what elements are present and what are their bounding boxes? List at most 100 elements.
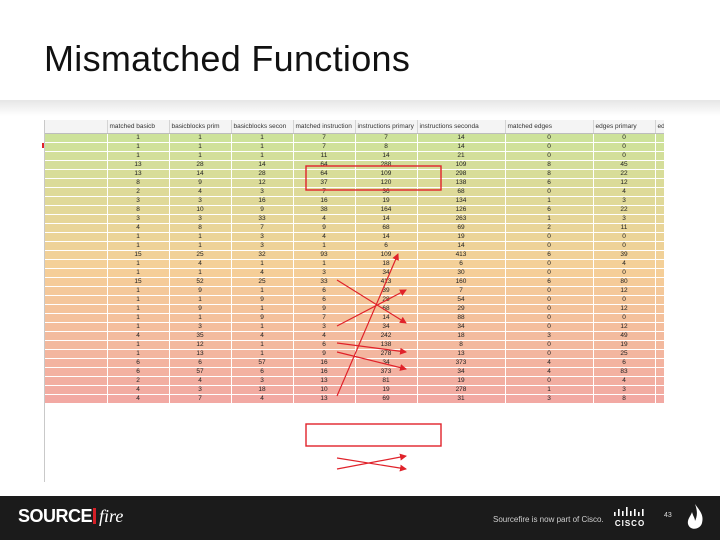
table-cell[interactable]: 0 bbox=[505, 349, 594, 359]
table-cell[interactable]: 9 bbox=[169, 286, 232, 296]
table-cell[interactable]: 1 bbox=[231, 322, 294, 332]
table-cell[interactable]: 12 bbox=[655, 295, 664, 305]
table-cell[interactable]: 22 bbox=[655, 160, 664, 170]
table-cell[interactable]: 0 bbox=[593, 142, 656, 152]
row-gutter-cell[interactable] bbox=[45, 268, 108, 278]
table-cell[interactable]: 7 bbox=[293, 313, 356, 323]
table-cell[interactable]: 0 bbox=[655, 286, 664, 296]
table-cell[interactable]: 4 bbox=[505, 367, 594, 377]
table-cell[interactable]: 33 bbox=[293, 277, 356, 287]
table-cell[interactable]: 8 bbox=[355, 142, 418, 152]
table-cell[interactable]: 8 bbox=[107, 205, 170, 215]
table-cell[interactable]: 6 bbox=[107, 358, 170, 368]
table-cell[interactable]: 57 bbox=[231, 358, 294, 368]
table-cell[interactable]: 6 bbox=[293, 340, 356, 350]
table-cell[interactable]: 0 bbox=[505, 304, 594, 314]
table-cell[interactable]: 68 bbox=[355, 223, 418, 233]
column-header[interactable]: instructions primary bbox=[355, 120, 418, 134]
table-cell[interactable]: 4 bbox=[505, 358, 594, 368]
table-cell[interactable]: 7 bbox=[355, 133, 418, 143]
table-cell[interactable]: 1 bbox=[107, 133, 170, 143]
table-cell[interactable]: 1 bbox=[231, 286, 294, 296]
table-cell[interactable]: 13 bbox=[293, 376, 356, 386]
table-cell[interactable]: 80 bbox=[593, 277, 656, 287]
table-cell[interactable]: 30 bbox=[417, 268, 506, 278]
table-cell[interactable]: 6 bbox=[169, 358, 232, 368]
table-cell[interactable]: 1 bbox=[231, 340, 294, 350]
row-gutter-cell[interactable] bbox=[45, 277, 108, 287]
table-cell[interactable]: 160 bbox=[417, 277, 506, 287]
table-cell[interactable]: 1 bbox=[107, 295, 170, 305]
table-cell[interactable]: 1 bbox=[169, 232, 232, 242]
table-cell[interactable]: 12 bbox=[593, 304, 656, 314]
table-cell[interactable]: 9 bbox=[169, 178, 232, 188]
table-cell[interactable]: 38 bbox=[293, 205, 356, 215]
table-cell[interactable]: 4 bbox=[107, 394, 170, 404]
table-cell[interactable]: 0 bbox=[505, 142, 594, 152]
table-cell[interactable]: 39 bbox=[655, 277, 664, 287]
table-cell[interactable]: 7 bbox=[231, 223, 294, 233]
table-cell[interactable]: 6 bbox=[417, 259, 506, 269]
table-cell[interactable]: 1 bbox=[107, 313, 170, 323]
row-gutter-cell[interactable] bbox=[45, 232, 108, 242]
table-cell[interactable]: 37 bbox=[293, 178, 356, 188]
table-cell[interactable]: 6 bbox=[593, 358, 656, 368]
table-cell[interactable]: 29 bbox=[417, 304, 506, 314]
table-cell[interactable]: 3 bbox=[169, 385, 232, 395]
table-cell[interactable]: 0 bbox=[593, 151, 656, 161]
table-cell[interactable]: 0 bbox=[593, 295, 656, 305]
row-gutter-cell[interactable] bbox=[45, 349, 108, 359]
table-cell[interactable]: 1 bbox=[231, 133, 294, 143]
table-cell[interactable]: 64 bbox=[293, 169, 356, 179]
table-cell[interactable]: 0 bbox=[505, 232, 594, 242]
table-cell[interactable]: 15 bbox=[107, 277, 170, 287]
table-cell[interactable]: 6 bbox=[355, 241, 418, 251]
table-cell[interactable]: 14 bbox=[355, 151, 418, 161]
table-cell[interactable]: 1 bbox=[169, 133, 232, 143]
table-cell[interactable]: 88 bbox=[417, 313, 506, 323]
column-header[interactable]: edges primary bbox=[593, 120, 656, 134]
table-cell[interactable]: 0 bbox=[655, 259, 664, 269]
table-cell[interactable]: 6 bbox=[505, 277, 594, 287]
table-cell[interactable]: 1 bbox=[107, 268, 170, 278]
table-cell[interactable]: 1 bbox=[169, 142, 232, 152]
table-cell[interactable]: 1 bbox=[107, 322, 170, 332]
table-cell[interactable]: 1 bbox=[169, 151, 232, 161]
table-cell[interactable]: 4 bbox=[169, 376, 232, 386]
table-cell[interactable]: 0 bbox=[655, 133, 664, 143]
table-cell[interactable]: 4 bbox=[293, 214, 356, 224]
table-cell[interactable]: 138 bbox=[355, 340, 418, 350]
table-cell[interactable]: 8 bbox=[505, 169, 594, 179]
row-gutter-cell[interactable] bbox=[45, 250, 108, 260]
table-cell[interactable]: 8 bbox=[655, 223, 664, 233]
table-cell[interactable]: 14 bbox=[417, 133, 506, 143]
table-cell[interactable]: 36 bbox=[355, 187, 418, 197]
table-cell[interactable]: 0 bbox=[593, 133, 656, 143]
column-header[interactable]: matched basicb bbox=[107, 120, 170, 134]
table-cell[interactable]: 1 bbox=[169, 268, 232, 278]
row-gutter-cell[interactable] bbox=[45, 142, 108, 152]
row-gutter-cell[interactable] bbox=[45, 331, 108, 341]
table-cell[interactable]: 9 bbox=[231, 205, 294, 215]
table-cell[interactable]: 7 bbox=[293, 133, 356, 143]
table-cell[interactable]: 1 bbox=[169, 241, 232, 251]
table-cell[interactable]: 9 bbox=[293, 349, 356, 359]
table-cell[interactable]: 22 bbox=[593, 205, 656, 215]
table-cell[interactable]: 3 bbox=[593, 196, 656, 206]
column-header[interactable]: basicblocks secon bbox=[231, 120, 294, 134]
table-cell[interactable]: 1 bbox=[107, 349, 170, 359]
table-cell[interactable]: 18 bbox=[355, 259, 418, 269]
table-cell[interactable]: 4 bbox=[231, 331, 294, 341]
table-cell[interactable]: 4 bbox=[107, 385, 170, 395]
row-gutter-cell[interactable] bbox=[45, 196, 108, 206]
table-cell[interactable]: 0 bbox=[655, 340, 664, 350]
table-cell[interactable]: 109 bbox=[417, 160, 506, 170]
row-gutter-cell[interactable] bbox=[45, 178, 108, 188]
table-cell[interactable]: 3 bbox=[655, 241, 664, 251]
table-cell[interactable]: 33 bbox=[231, 214, 294, 224]
table-cell[interactable]: 9 bbox=[169, 304, 232, 314]
table-cell[interactable]: 242 bbox=[355, 331, 418, 341]
table-cell[interactable]: 12 bbox=[169, 340, 232, 350]
row-gutter-cell[interactable] bbox=[45, 385, 108, 395]
table-cell[interactable]: 19 bbox=[655, 178, 664, 188]
